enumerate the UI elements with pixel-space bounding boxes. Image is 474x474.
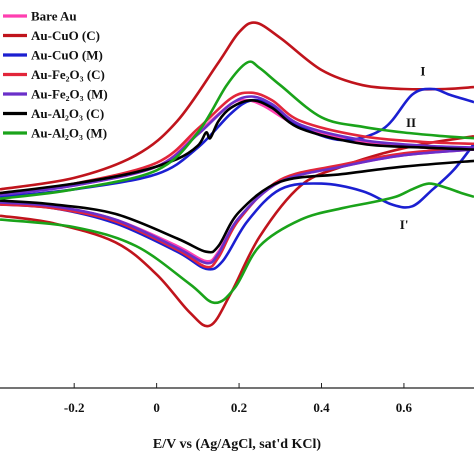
x-tick-label: 0.2: [231, 400, 247, 415]
legend-label: Au-Al₂O₃ (C): [31, 106, 104, 121]
legend-label: Au-Fe₂O₃ (C): [31, 67, 105, 82]
series-7-reverse-scan-line: [0, 182, 474, 305]
legend-label: Bare Au: [31, 9, 77, 24]
x-axis-ticks: -0.2 0 0.2 0.4 0.6: [64, 383, 413, 415]
series-4-reverse-scan-line: [0, 146, 474, 269]
series-6-forward-scan-line: [0, 99, 474, 195]
series-2-forward-scan-line: [0, 21, 474, 191]
x-tick-label: -0.2: [64, 400, 85, 415]
peak-annotation: II: [406, 115, 416, 130]
series-3-reverse-scan-line: [0, 143, 474, 271]
series-5-reverse-scan-line: [0, 148, 474, 265]
series-7-forward-scan-line: [0, 60, 474, 200]
legend: Bare Au Au-CuO (C) Au-CuO (M) Au-Fe₂O₃ (C) A…: [3, 9, 108, 141]
peak-annotation: I: [420, 64, 425, 79]
legend-label: Au-Al₂O₃ (M): [31, 126, 107, 141]
plot-area: [0, 21, 474, 328]
legend-label: Au-CuO (M): [31, 48, 103, 63]
x-axis-title: E/V vs (Ag/AgCl, sat'd KCl): [153, 437, 321, 452]
peak-annotation: I': [400, 217, 409, 232]
legend-label: Au-CuO (C): [31, 28, 100, 43]
x-tick-label: 0.4: [313, 400, 330, 415]
series-4-forward-scan-line: [0, 91, 474, 195]
x-tick-label: 0.6: [396, 400, 413, 415]
series-6-reverse-scan-line: [0, 159, 474, 254]
legend-label: Au-Fe₂O₃ (M): [31, 87, 108, 102]
x-tick-label: 0: [153, 400, 160, 415]
